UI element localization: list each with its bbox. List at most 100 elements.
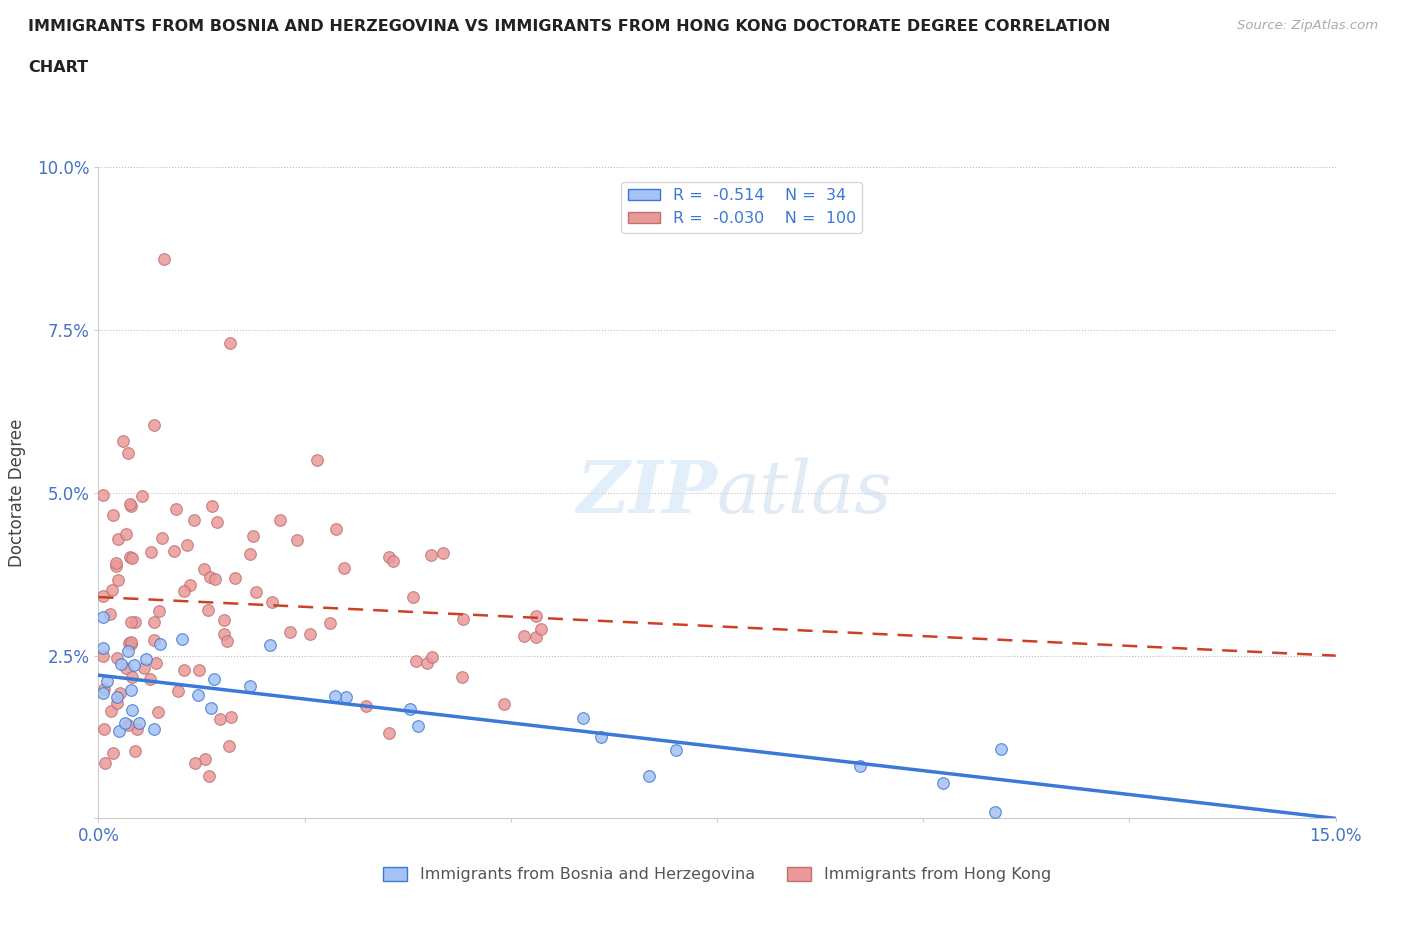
Point <box>665 743 688 758</box>
Point <box>193 562 215 577</box>
Point <box>120 498 142 513</box>
Point <box>451 611 474 626</box>
Point <box>382 553 405 568</box>
Point <box>107 532 129 547</box>
Point <box>122 658 145 672</box>
Point <box>931 775 953 790</box>
Point <box>200 569 222 584</box>
Point <box>91 487 114 502</box>
Point <box>179 578 201 592</box>
Point <box>100 703 122 718</box>
Point <box>124 743 146 758</box>
Point <box>139 545 162 560</box>
Point <box>212 626 235 641</box>
Point <box>118 497 141 512</box>
Point <box>209 711 232 726</box>
Point <box>93 722 115 737</box>
Point <box>406 718 429 733</box>
Point <box>105 689 128 704</box>
Legend: Immigrants from Bosnia and Herzegovina, Immigrants from Hong Kong: Immigrants from Bosnia and Herzegovina, … <box>377 860 1057 888</box>
Point <box>176 538 198 552</box>
Point <box>214 612 236 627</box>
Point <box>117 445 139 460</box>
Point <box>127 722 149 737</box>
Point <box>108 724 131 738</box>
Point <box>121 551 143 565</box>
Point <box>218 738 240 753</box>
Point <box>139 671 162 686</box>
Point <box>524 608 547 623</box>
Point <box>121 670 143 684</box>
Point <box>105 555 128 570</box>
Point <box>571 711 593 725</box>
Point <box>173 584 195 599</box>
Point <box>259 638 281 653</box>
Point <box>173 663 195 678</box>
Point <box>221 710 243 724</box>
Point <box>242 528 264 543</box>
Point <box>101 508 124 523</box>
Point <box>98 606 121 621</box>
Point <box>104 559 127 574</box>
Point <box>135 651 157 666</box>
Point <box>142 632 165 647</box>
Y-axis label: Doctorate Degree: Doctorate Degree <box>8 418 25 567</box>
Point <box>91 589 114 604</box>
Point <box>983 804 1005 819</box>
Point <box>451 670 474 684</box>
Point <box>245 585 267 600</box>
Point <box>145 656 167 671</box>
Point <box>377 550 399 565</box>
Point <box>114 526 136 541</box>
Point <box>118 635 141 650</box>
Point <box>204 572 226 587</box>
Point <box>432 545 454 560</box>
Point <box>524 630 547 644</box>
Point <box>163 544 186 559</box>
Point <box>280 624 302 639</box>
Point <box>121 703 143 718</box>
Point <box>96 673 118 688</box>
Point <box>148 604 170 618</box>
Point <box>167 684 190 698</box>
Point <box>112 433 135 448</box>
Text: Source: ZipAtlas.com: Source: ZipAtlas.com <box>1237 19 1378 32</box>
Point <box>117 718 139 733</box>
Point <box>402 590 425 604</box>
Point <box>107 696 129 711</box>
Point <box>142 418 165 432</box>
Point <box>91 641 114 656</box>
Text: CHART: CHART <box>28 60 89 75</box>
Point <box>114 715 136 730</box>
Point <box>134 660 156 675</box>
Point <box>420 649 443 664</box>
Point <box>183 512 205 527</box>
Point <box>107 573 129 588</box>
Point <box>131 488 153 503</box>
Point <box>202 671 225 686</box>
Point <box>101 583 124 598</box>
Point <box>117 644 139 658</box>
Point <box>142 614 165 629</box>
Point <box>285 532 308 547</box>
Point <box>120 683 142 698</box>
Point <box>224 571 246 586</box>
Point <box>91 649 114 664</box>
Point <box>124 615 146 630</box>
Point <box>101 745 124 760</box>
Point <box>201 498 224 513</box>
Point <box>91 610 114 625</box>
Point <box>299 627 322 642</box>
Point <box>197 603 219 618</box>
Point <box>188 663 211 678</box>
Point <box>335 689 357 704</box>
Point <box>354 698 377 713</box>
Point <box>93 681 115 696</box>
Text: atlas: atlas <box>717 458 893 528</box>
Point <box>219 336 242 351</box>
Point <box>94 755 117 770</box>
Point <box>405 653 427 668</box>
Point <box>260 594 283 609</box>
Point <box>120 615 142 630</box>
Point <box>165 501 187 516</box>
